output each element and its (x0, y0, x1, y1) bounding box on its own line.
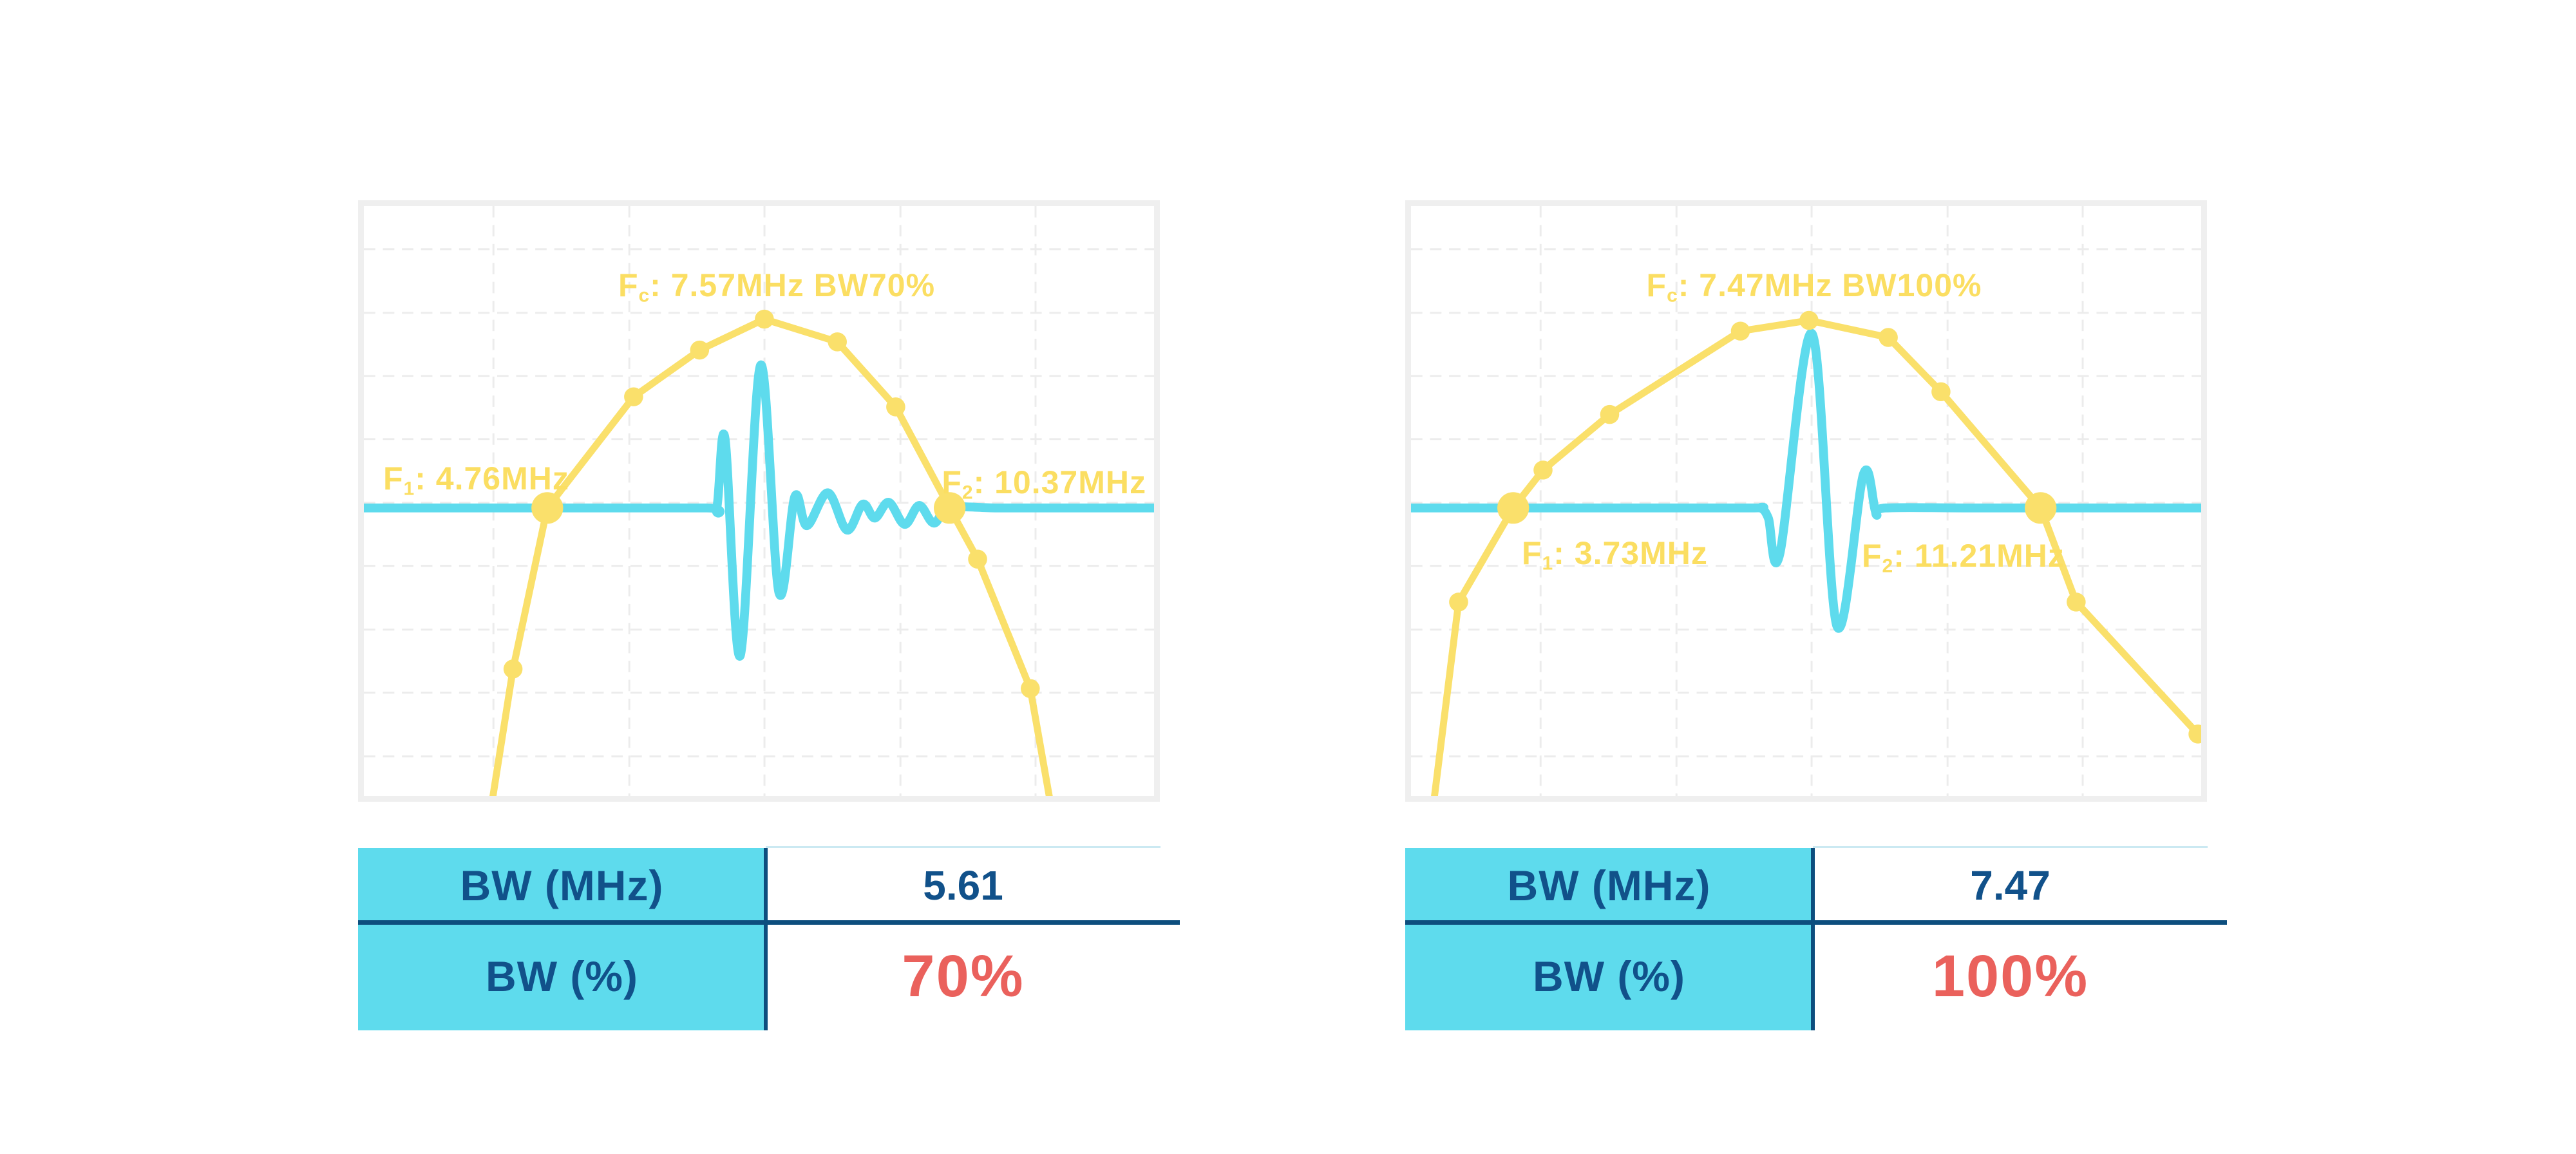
data-point-dot (828, 332, 847, 352)
data-point-dot (755, 309, 774, 329)
center-frequency-label: Fc: 7.47MHz BW100% (1646, 267, 1982, 307)
table-row: BW (%) 70% (358, 922, 1160, 1030)
spectrum-pulse-plot (364, 206, 1154, 796)
bandwidth-edge-dot (934, 492, 966, 524)
data-point-dot (886, 397, 905, 417)
table-row: BW (MHz) 7.47 (1405, 848, 2208, 922)
bw-mhz-label-cell: BW (MHz) (358, 848, 766, 922)
bandwidth-table-right: BW (MHz) 7.47 BW (%) 100% (1405, 846, 2227, 1030)
bandwidth-edge-dot (1497, 492, 1530, 524)
f1-frequency-label: F1: 4.76MHz (383, 460, 569, 500)
table-column-divider (764, 848, 768, 1030)
bw-mhz-value-cell: 7.47 (1813, 848, 2208, 922)
f1-frequency-label: F1: 3.73MHz (1522, 535, 1708, 574)
data-point-dot (1449, 592, 1468, 612)
bandwidth-edge-dot (531, 492, 564, 524)
table-column-divider (1811, 848, 1815, 1030)
data-point-dot (1879, 328, 1898, 347)
table-row: BW (%) 100% (1405, 922, 2208, 1030)
chart-panel-bw70: Fc: 7.57MHz BW70% F1: 4.76MHz F2: 10.37M… (358, 200, 1160, 802)
data-point-dot (503, 659, 523, 679)
data-point-dot (968, 549, 987, 569)
table-top-accent-line (1813, 846, 2208, 849)
data-point-dot (624, 387, 643, 406)
data-point-dot (1533, 460, 1553, 480)
bandwidth-edge-dot (2025, 492, 2057, 524)
bw-percent-label-cell: BW (%) (358, 922, 766, 1030)
bandwidth-table-left: BW (MHz) 5.61 BW (%) 70% (358, 846, 1180, 1030)
data-point-dot (1021, 679, 1040, 698)
bw-percent-value-cell: 100% (1813, 922, 2208, 1030)
table-row-divider (358, 920, 1180, 925)
bw-mhz-label-cell: BW (MHz) (1405, 848, 1813, 922)
frequency-spectrum (489, 316, 1053, 796)
spectrum-pulse-plot (1411, 206, 2201, 796)
table-top-accent-line (766, 846, 1160, 849)
data-point-dot (1799, 310, 1819, 330)
data-point-dot (2188, 724, 2201, 744)
frequency-spectrum (1431, 317, 2201, 796)
data-point-dot (2067, 592, 2086, 612)
data-point-dot (1600, 404, 1620, 424)
center-frequency-label: Fc: 7.57MHz BW70% (618, 267, 936, 307)
chart-panel-bw100: Fc: 7.47MHz BW100% F1: 3.73MHz F2: 11.21… (1405, 200, 2207, 802)
table-row-divider (1405, 920, 2227, 925)
data-point-dot (690, 340, 710, 360)
data-point-dot (1730, 321, 1750, 341)
bw-percent-value-cell: 70% (766, 922, 1160, 1030)
data-point-dot (1931, 382, 1951, 402)
table-row: BW (MHz) 5.61 (358, 848, 1160, 922)
echo-pulse-waveform (364, 361, 1154, 661)
bw-mhz-value-cell: 5.61 (766, 848, 1160, 922)
f2-frequency-label: F2: 11.21MHz (1862, 538, 2065, 577)
echo-pulse-waveform (1411, 328, 2201, 633)
bw-percent-label-cell: BW (%) (1405, 922, 1813, 1030)
f2-frequency-label: F2: 10.37MHz (942, 464, 1146, 504)
